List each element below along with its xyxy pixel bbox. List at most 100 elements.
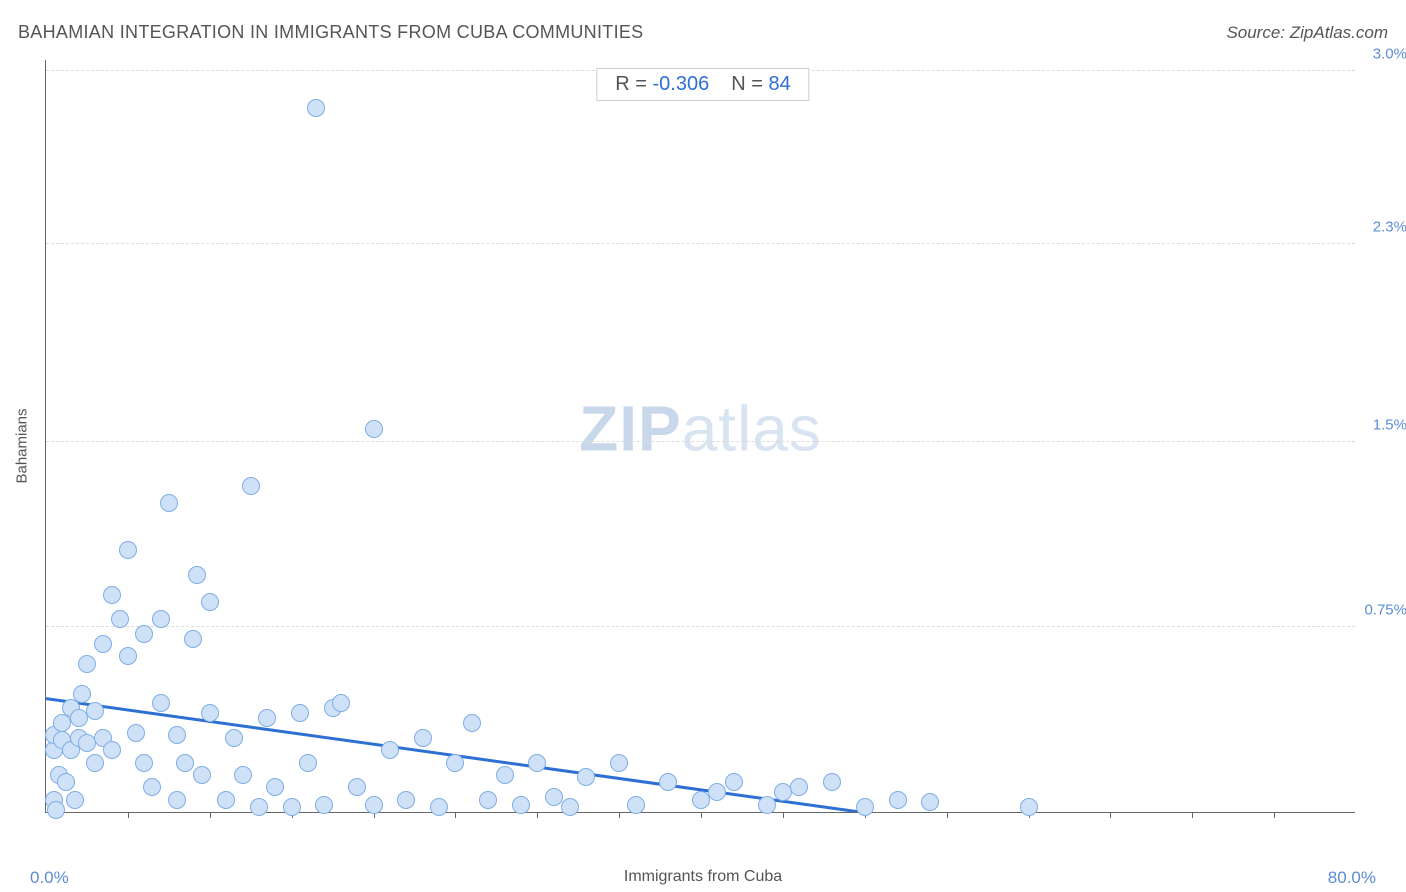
data-point (135, 625, 153, 643)
data-point (70, 709, 88, 727)
data-point (921, 793, 939, 811)
y-tick-label: 2.3% (1373, 219, 1406, 236)
data-point (168, 791, 186, 809)
data-point (78, 655, 96, 673)
data-point (365, 420, 383, 438)
data-point (66, 791, 84, 809)
n-stat: N = 84 (731, 73, 791, 96)
data-point (73, 685, 91, 703)
x-min-label: 0.0% (30, 868, 69, 888)
x-tick (537, 812, 538, 818)
x-tick (374, 812, 375, 818)
data-point (94, 635, 112, 653)
regression-line (46, 699, 860, 812)
data-point (201, 593, 219, 611)
data-point (430, 798, 448, 816)
data-point (324, 699, 342, 717)
data-point (62, 741, 80, 759)
watermark: ZIPatlas (579, 392, 822, 466)
data-point (823, 773, 841, 791)
x-tick (210, 812, 211, 818)
y-tick-label: 3.0% (1373, 46, 1406, 63)
x-max-label: 80.0% (1328, 868, 1376, 888)
data-point (708, 783, 726, 801)
data-point (758, 796, 776, 814)
data-point (299, 754, 317, 772)
data-point (70, 729, 88, 747)
data-point (62, 699, 80, 717)
x-axis-title: Immigrants from Cuba (624, 868, 782, 886)
data-point (512, 796, 530, 814)
data-point (188, 566, 206, 584)
data-point (78, 734, 96, 752)
data-point (201, 704, 219, 722)
data-point (45, 741, 63, 759)
data-point (119, 541, 137, 559)
data-point (135, 754, 153, 772)
data-point (53, 714, 71, 732)
data-point (57, 773, 75, 791)
n-label: N = (731, 73, 768, 95)
x-tick (619, 812, 620, 818)
data-point (307, 99, 325, 117)
header-bar: BAHAMIAN INTEGRATION IN IMMIGRANTS FROM … (18, 22, 1388, 43)
x-tick (1110, 812, 1111, 818)
data-point (258, 709, 276, 727)
data-point (45, 791, 63, 809)
r-value: -0.306 (653, 73, 710, 95)
data-point (47, 801, 65, 819)
data-point (94, 729, 112, 747)
y-axis-title: Bahamians (14, 408, 31, 483)
data-point (348, 778, 366, 796)
x-tick (1029, 812, 1030, 818)
data-point (561, 798, 579, 816)
data-point (103, 741, 121, 759)
x-tick (701, 812, 702, 818)
x-tick (455, 812, 456, 818)
scatter-plot-area: ZIPatlas 0.75%1.5%2.3%3.0% (45, 60, 1355, 813)
data-point (176, 754, 194, 772)
source-credit: Source: ZipAtlas.com (1226, 23, 1388, 43)
data-point (45, 726, 63, 744)
data-point (381, 741, 399, 759)
x-tick (1274, 812, 1275, 818)
data-point (332, 694, 350, 712)
x-tick (865, 812, 866, 818)
data-point (528, 754, 546, 772)
data-point (152, 694, 170, 712)
data-point (725, 773, 743, 791)
data-point (119, 647, 137, 665)
data-point (86, 754, 104, 772)
x-tick (128, 812, 129, 818)
data-point (315, 796, 333, 814)
r-stat: R = -0.306 (615, 73, 709, 96)
x-tick (292, 812, 293, 818)
data-point (397, 791, 415, 809)
data-point (127, 724, 145, 742)
data-point (889, 791, 907, 809)
data-point (291, 704, 309, 722)
watermark-light: atlas (682, 393, 822, 465)
data-point (659, 773, 677, 791)
data-point (193, 766, 211, 784)
data-point (365, 796, 383, 814)
data-point (53, 731, 71, 749)
data-point (143, 778, 161, 796)
data-point (463, 714, 481, 732)
x-tick (783, 812, 784, 818)
data-point (103, 586, 121, 604)
data-point (692, 791, 710, 809)
data-point (266, 778, 284, 796)
data-point (496, 766, 514, 784)
gridline (46, 441, 1355, 442)
data-point (790, 778, 808, 796)
x-tick (1192, 812, 1193, 818)
data-point (577, 768, 595, 786)
y-tick-label: 0.75% (1364, 601, 1406, 618)
data-point (217, 791, 235, 809)
gridline (46, 243, 1355, 244)
data-point (234, 766, 252, 784)
data-point (242, 477, 260, 495)
y-tick-label: 1.5% (1373, 416, 1406, 433)
data-point (86, 702, 104, 720)
